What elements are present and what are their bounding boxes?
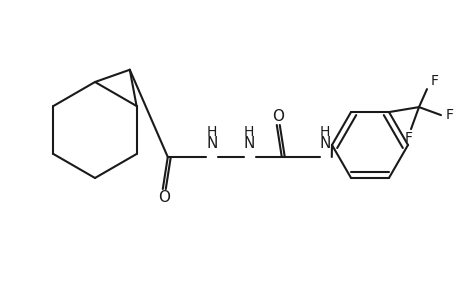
Text: N: N — [319, 136, 330, 151]
Text: H: H — [243, 125, 253, 139]
Text: F: F — [445, 108, 453, 122]
Text: F: F — [404, 131, 412, 145]
Text: H: H — [319, 125, 329, 139]
Text: O: O — [158, 190, 170, 206]
Text: O: O — [272, 109, 284, 124]
Text: H: H — [206, 125, 217, 139]
Text: F: F — [430, 74, 438, 88]
Text: N: N — [242, 136, 254, 151]
Text: N: N — [206, 136, 217, 151]
